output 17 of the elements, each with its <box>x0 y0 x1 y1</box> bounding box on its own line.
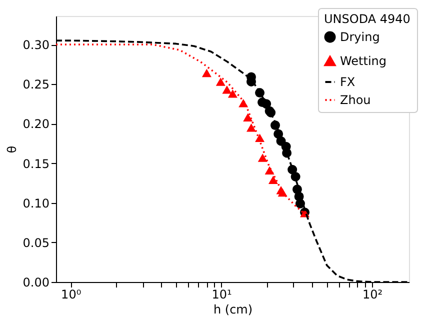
legend-label: Zhou <box>340 93 371 107</box>
legend-label: Wetting <box>340 54 387 68</box>
y-tick-label: 0.30 <box>22 38 50 52</box>
y-tick-label: 0.05 <box>22 236 50 250</box>
x-tick-label: 10² <box>362 288 383 302</box>
x-axis-title: h (cm) <box>213 302 253 316</box>
x-tick-label: 10⁰ <box>61 288 82 302</box>
y-tick-label: 0.25 <box>22 78 50 92</box>
y-axis-title: θ <box>4 146 19 154</box>
legend-label: Drying <box>340 30 380 44</box>
y-tick-label: 0.00 <box>22 276 50 290</box>
legend-title: UNSODA 4940 <box>324 12 410 26</box>
y-tick-label: 0.10 <box>22 196 50 210</box>
legend-label: FX <box>340 75 356 89</box>
y-tick-label: 0.20 <box>22 117 50 132</box>
y-tick-label: 0.15 <box>22 156 50 171</box>
x-tick-label: 10¹ <box>212 288 232 302</box>
